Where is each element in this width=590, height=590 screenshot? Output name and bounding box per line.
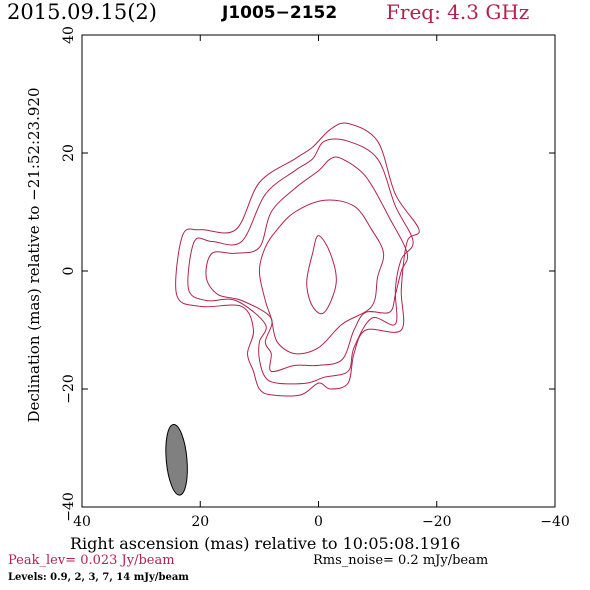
- plot-frame: [81, 34, 556, 508]
- contour-lines: [175, 122, 420, 397]
- contour-line: [258, 199, 385, 355]
- rms-noise: Rms_noise= 0.2 mJy/beam: [313, 553, 489, 568]
- y-tick-label: 0: [61, 267, 77, 276]
- y-tick-label: 20: [61, 144, 77, 162]
- observation-date: 2015.09.15(2): [7, 0, 157, 24]
- axis-ticks: [81, 34, 556, 508]
- y-tick-label: −20: [61, 374, 77, 404]
- x-tick-label: 0: [314, 514, 323, 530]
- beam-group: [165, 424, 188, 496]
- contour-line: [175, 122, 420, 397]
- beam-ellipse: [165, 424, 188, 496]
- frequency-label: Freq: 4.3 GHz: [386, 0, 530, 24]
- x-tick-label: 40: [73, 514, 91, 530]
- x-axis-label: Right ascension (mas) relative to 10:05:…: [70, 534, 461, 553]
- y-axis-label: Declination (mas) relative to −21:52:23.…: [25, 87, 43, 423]
- contour-line: [306, 235, 337, 315]
- x-tick-label: −40: [540, 514, 570, 530]
- contour-line: [205, 156, 409, 373]
- contour-line: [187, 138, 414, 385]
- contour-levels: Levels: 0.9, 2, 3, 7, 14 mJy/beam: [8, 572, 189, 583]
- x-tick-label: 20: [191, 514, 209, 530]
- y-tick-label: −40: [61, 492, 77, 522]
- y-tick-label: 40: [61, 26, 77, 44]
- x-tick-label: −20: [422, 514, 452, 530]
- axis-tick-labels: 40 20 0 −20 −40 −40 −20 0 20 40: [61, 26, 570, 530]
- peak-level: Peak_lev= 0.023 Jy/beam: [8, 553, 175, 568]
- source-name: J1005−2152: [222, 3, 338, 23]
